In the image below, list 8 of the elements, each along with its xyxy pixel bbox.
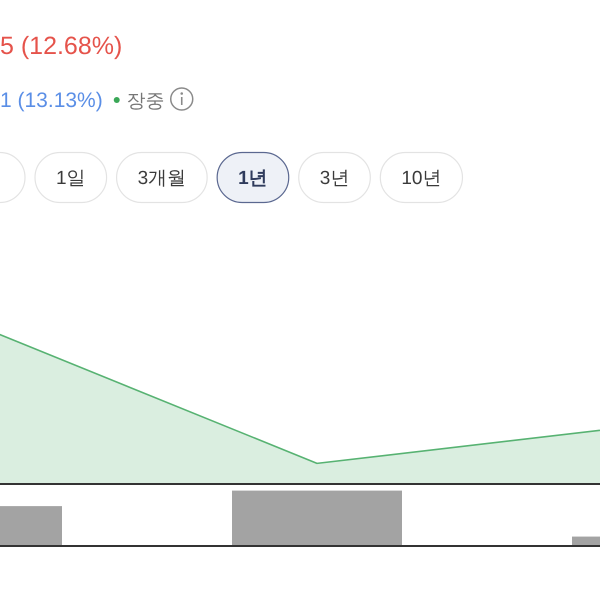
- chart-title: 5 (12.68%): [0, 32, 122, 60]
- text: 1년: [238, 168, 268, 189]
- text: 3개월: [138, 168, 186, 189]
- text: 10년: [401, 168, 442, 189]
- text: 3년: [320, 168, 350, 189]
- chart-subtitle: 1 (13.13%): [0, 89, 103, 112]
- text: 장중: [126, 91, 165, 112]
- text: 1일: [56, 168, 86, 189]
